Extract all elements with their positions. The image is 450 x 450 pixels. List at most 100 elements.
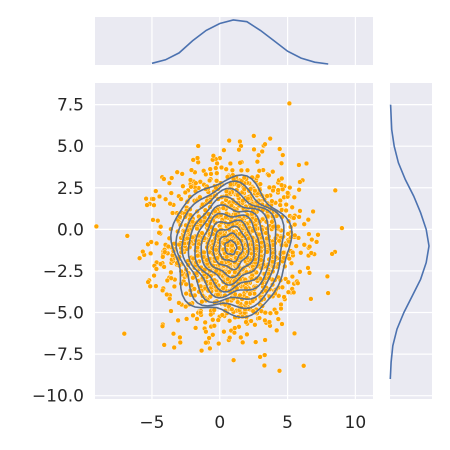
scatter-point [195, 143, 201, 149]
scatter-point [254, 159, 261, 165]
contour-line [175, 180, 285, 310]
scatter-point [202, 319, 208, 326]
scatter-point [292, 222, 298, 228]
scatter-point [301, 363, 307, 369]
scatter-point [147, 283, 153, 289]
scatter-point [208, 312, 214, 318]
scatter-point [314, 239, 320, 245]
scatter-point [160, 287, 166, 294]
scatter-point [266, 172, 272, 178]
scatter-point [124, 233, 130, 239]
scatter-point [276, 368, 283, 374]
scatter-point [177, 339, 183, 346]
scatter-point [175, 317, 181, 324]
scatter-point [199, 299, 205, 305]
scatter-point [207, 345, 213, 352]
scatter-point [183, 304, 189, 310]
scatter-point [187, 177, 194, 183]
scatter-point [285, 279, 291, 285]
scatter-point [176, 300, 182, 306]
scatter-point [276, 293, 282, 299]
scatter-point [262, 141, 268, 147]
y-tick-label: 2.5 [57, 179, 84, 199]
scatter-point [140, 249, 146, 255]
scatter-point [153, 283, 159, 289]
marginal-y-panel [390, 83, 432, 399]
scatter-point [227, 318, 233, 324]
scatter-point [151, 273, 157, 279]
scatter-point [224, 254, 230, 260]
contour-line [212, 225, 250, 271]
scatter-point [180, 183, 186, 189]
scatter-point [235, 183, 242, 189]
scatter-point [244, 331, 250, 338]
scatter-point [166, 180, 173, 186]
scatter-point [121, 331, 127, 337]
scatter-point [168, 190, 174, 196]
scatter-point [232, 325, 238, 331]
scatter-point [161, 176, 167, 182]
scatter-point [279, 284, 286, 290]
scatter-point [220, 285, 226, 291]
marginal-x-kde-curve [151, 19, 329, 65]
scatter-point [262, 352, 268, 358]
scatter-point [286, 100, 293, 107]
contour-line [200, 212, 261, 286]
scatter-point [93, 223, 100, 230]
scatter-point [264, 193, 270, 199]
scatter-point [184, 235, 190, 242]
scatter-point [163, 196, 169, 202]
scatter-point [150, 196, 157, 202]
scatter-point [285, 190, 291, 196]
scatter-point [215, 317, 221, 323]
x-tick-label: −5 [139, 413, 164, 433]
contour-line [187, 195, 272, 299]
scatter-point [251, 146, 257, 153]
scatter-point [153, 266, 160, 272]
scatter-point [296, 187, 302, 193]
scatter-point [145, 279, 151, 285]
scatter-point [291, 330, 298, 337]
scatter-point [301, 221, 307, 227]
scatter-point [251, 133, 257, 139]
scatter-point [305, 265, 311, 271]
scatter-point [290, 249, 296, 256]
scatter-point [179, 171, 185, 177]
scatter-point [197, 310, 204, 316]
scatter-point [285, 289, 292, 295]
scatter-point [275, 316, 281, 322]
scatter-point [283, 242, 289, 248]
scatter-point [176, 242, 182, 248]
scatter-point [253, 339, 259, 345]
scatter-point [288, 260, 295, 266]
scatter-point [171, 283, 178, 290]
contour-line [169, 174, 293, 319]
scatter-point [193, 325, 199, 331]
marginal-y-grid [390, 104, 432, 397]
scatter-point [213, 165, 219, 171]
x-tick-label: 5 [282, 413, 293, 433]
scatter-point [214, 178, 220, 184]
scatter-point [267, 310, 274, 316]
marginal-x-grid [151, 17, 356, 65]
scatter-point [253, 246, 260, 252]
scatter-point [218, 164, 225, 171]
scatter-point [245, 196, 251, 202]
scatter-point [248, 318, 254, 324]
scatter-point [221, 329, 227, 335]
scatter-point [199, 348, 205, 354]
scatter-point [193, 180, 199, 186]
scatter-point [194, 316, 200, 322]
scatter-point [214, 170, 220, 176]
scatter-point [144, 202, 150, 208]
scatter-point [308, 250, 314, 256]
scatter-point [220, 205, 226, 211]
scatter-point [308, 296, 314, 302]
scatter-point [215, 292, 221, 298]
scatter-point [223, 166, 229, 172]
scatter-point [219, 312, 225, 318]
scatter-point [247, 291, 253, 297]
scatter-point [238, 334, 244, 341]
scatter-point [151, 202, 157, 208]
scatter-point [262, 310, 268, 316]
